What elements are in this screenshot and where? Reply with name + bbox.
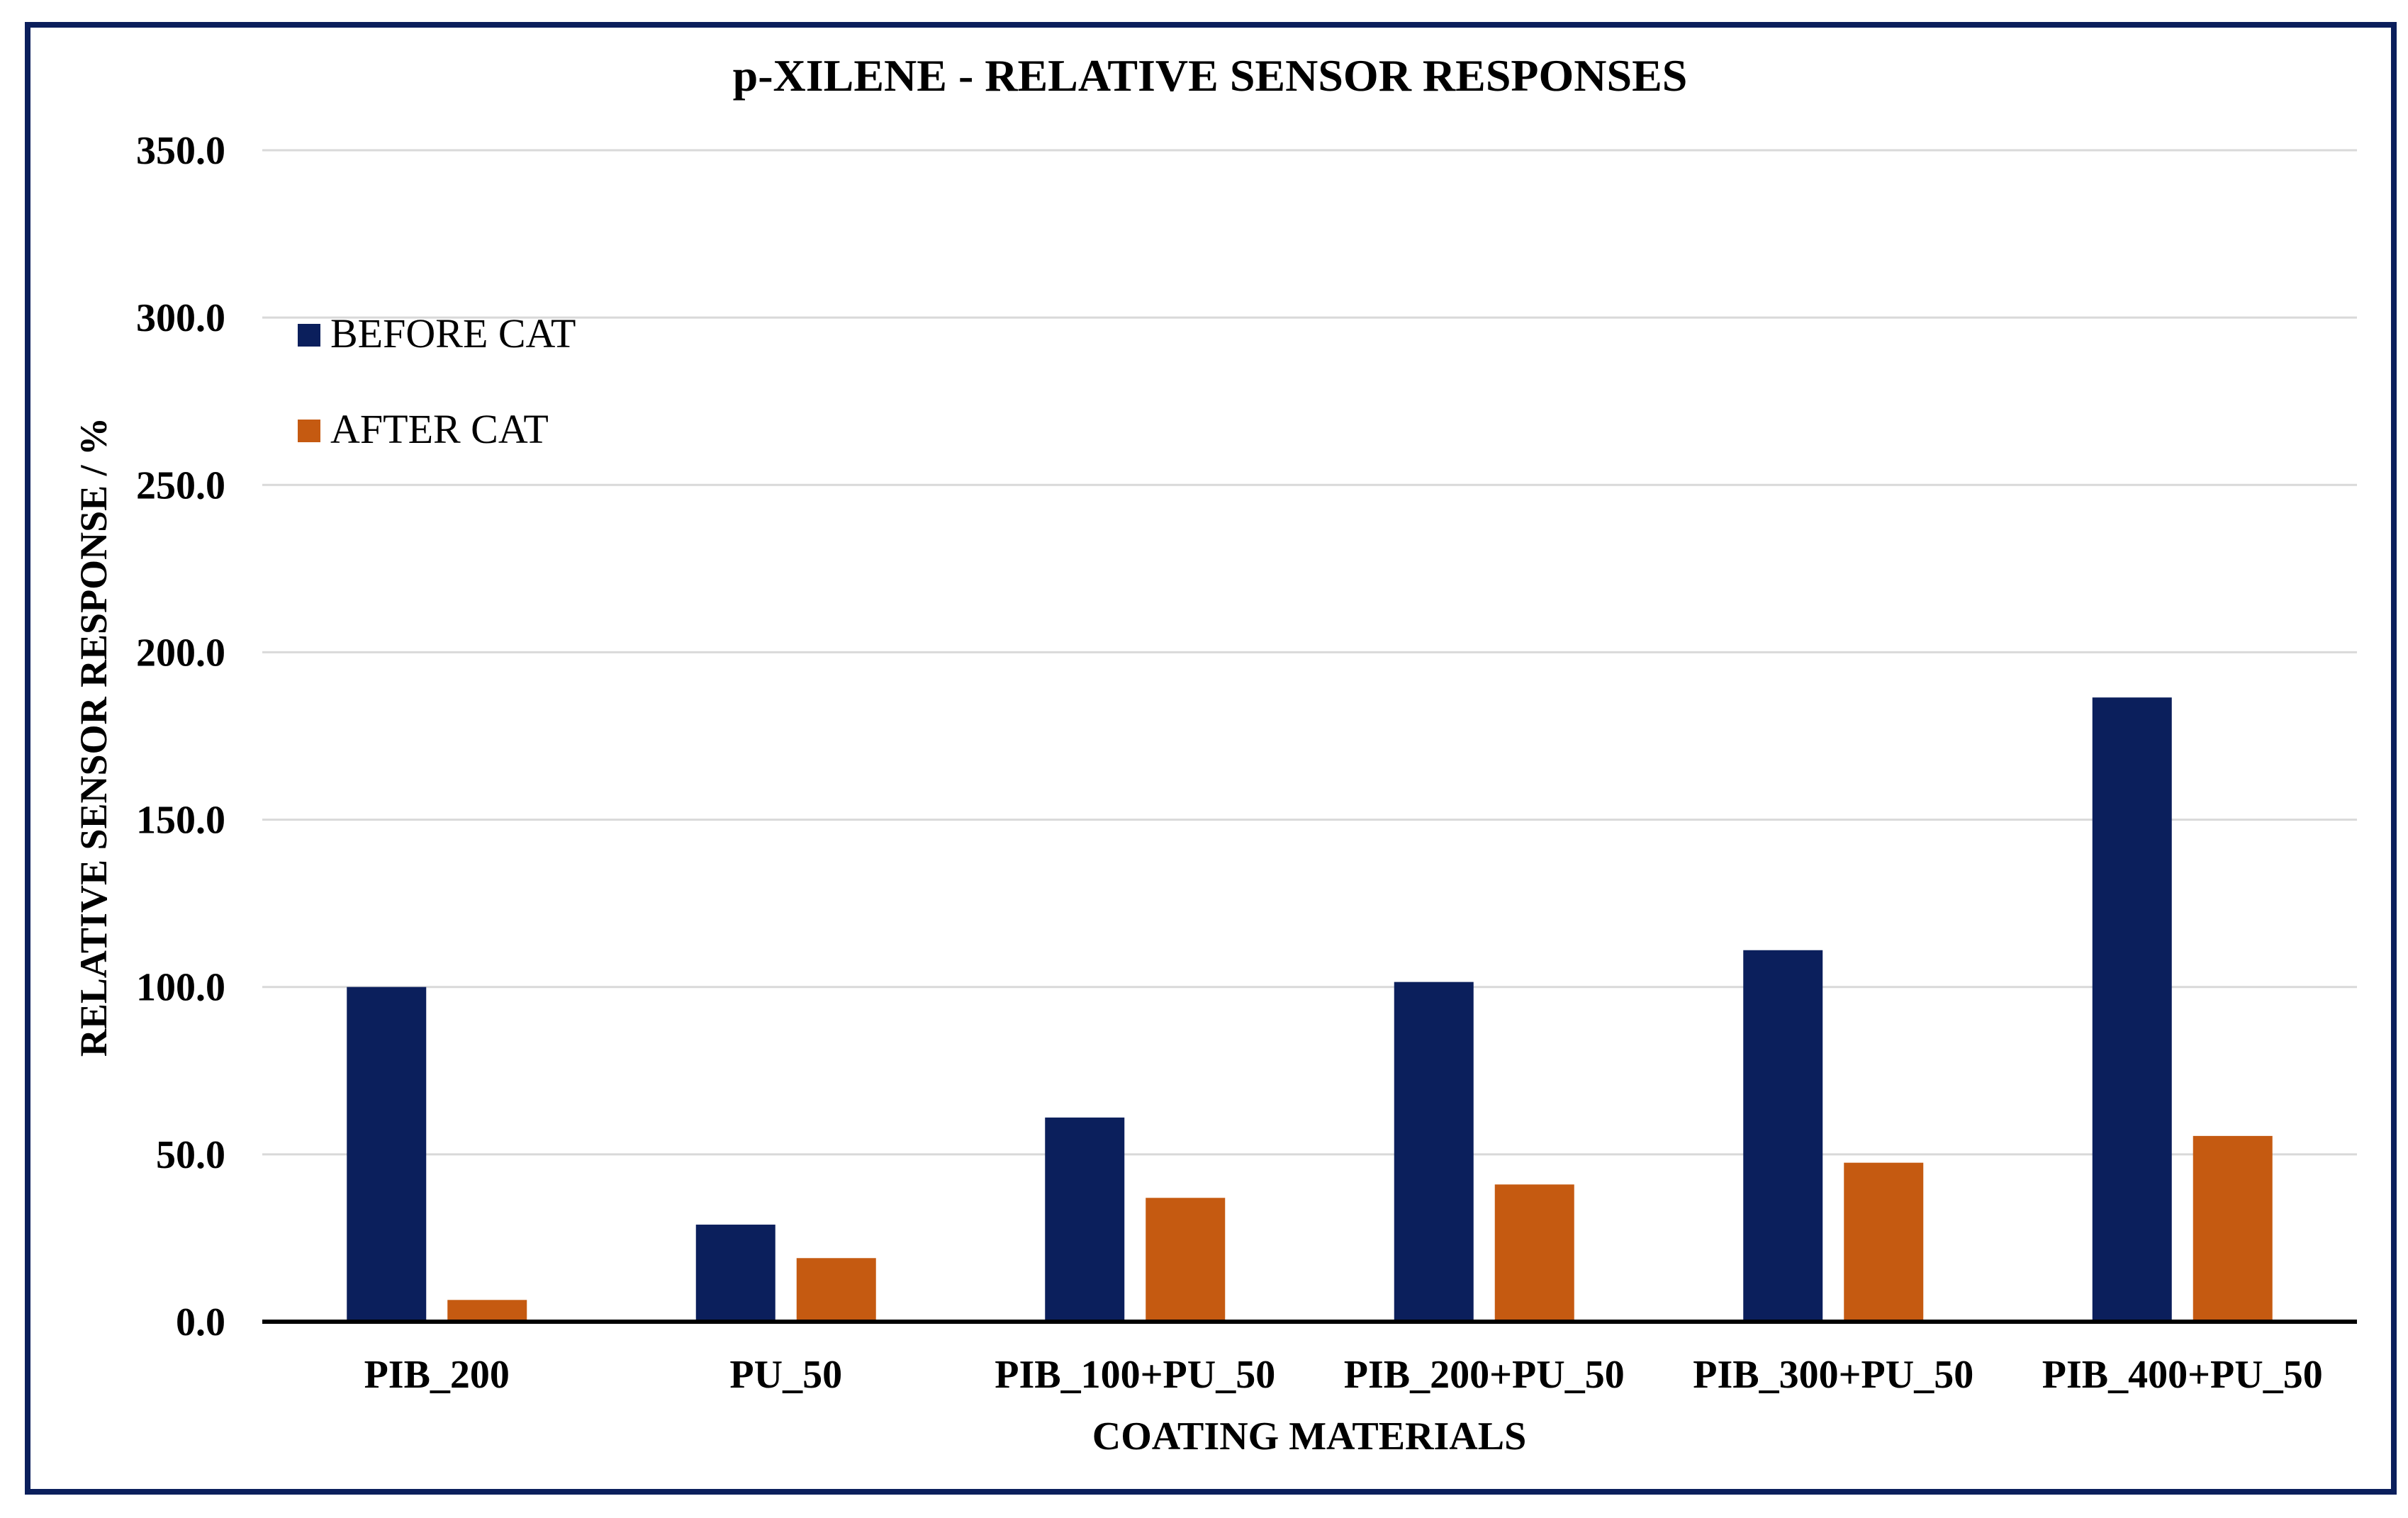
y-tick-label: 100.0	[136, 966, 225, 1010]
y-tick-label: 200.0	[136, 631, 225, 675]
x-tick-label: PIB_400+PU_50	[2042, 1353, 2323, 1397]
x-tick-label: PIB_200+PU_50	[1344, 1353, 1625, 1397]
legend-swatch-after-cat	[298, 420, 320, 442]
bar-before-cat-0	[347, 986, 427, 1322]
x-tick-label: PIB_300+PU_50	[1693, 1353, 1973, 1397]
x-tick-label: PIB_100+PU_50	[995, 1353, 1275, 1397]
x-tick-label: PU_50	[729, 1353, 842, 1397]
legend-label-before-cat: BEFORE CAT	[330, 310, 576, 356]
bar-before-cat-4	[1743, 950, 1823, 1322]
legend-label-after-cat: AFTER CAT	[330, 406, 549, 452]
x-tick-label: PIB_200	[364, 1353, 510, 1397]
x-tick-labels: PIB_200 PU_50 PIB_100+PU_50 PIB_200+PU_50 PI…	[364, 1353, 2323, 1397]
bar-after-cat-1	[796, 1258, 876, 1322]
bar-after-cat-5	[2193, 1135, 2273, 1322]
y-tick-label: 50.0	[156, 1133, 225, 1177]
gridlines	[262, 149, 2357, 1156]
y-tick-label: 350.0	[136, 129, 225, 173]
y-tick-label: 150.0	[136, 799, 225, 843]
bar-after-cat-0	[447, 1300, 527, 1322]
bar-after-cat-3	[1494, 1184, 1574, 1322]
x-axis-label: COATING MATERIALS	[1092, 1415, 1526, 1458]
legend: BEFORE CAT AFTER CAT	[298, 310, 576, 452]
bar-before-cat-3	[1394, 982, 1474, 1322]
y-tick-label: 300.0	[136, 296, 225, 340]
chart-title: p-XILENE - RELATIVE SENSOR RESPONSES	[733, 50, 1688, 101]
y-axis-label: RELATIVE SENSOR RESPONSE / %	[72, 417, 115, 1057]
bar-before-cat-1	[695, 1225, 775, 1322]
bar-after-cat-4	[1844, 1162, 1924, 1322]
y-tick-labels: 0.0 50.0 100.0 150.0 200.0 250.0 300.0 350.0	[136, 129, 225, 1344]
bars	[347, 697, 2273, 1322]
bar-after-cat-2	[1146, 1198, 1226, 1322]
legend-swatch-before-cat	[298, 324, 320, 347]
bar-before-cat-2	[1045, 1117, 1125, 1322]
y-tick-label: 0.0	[176, 1300, 225, 1344]
bar-before-cat-5	[2092, 697, 2172, 1322]
y-tick-label: 250.0	[136, 463, 225, 507]
